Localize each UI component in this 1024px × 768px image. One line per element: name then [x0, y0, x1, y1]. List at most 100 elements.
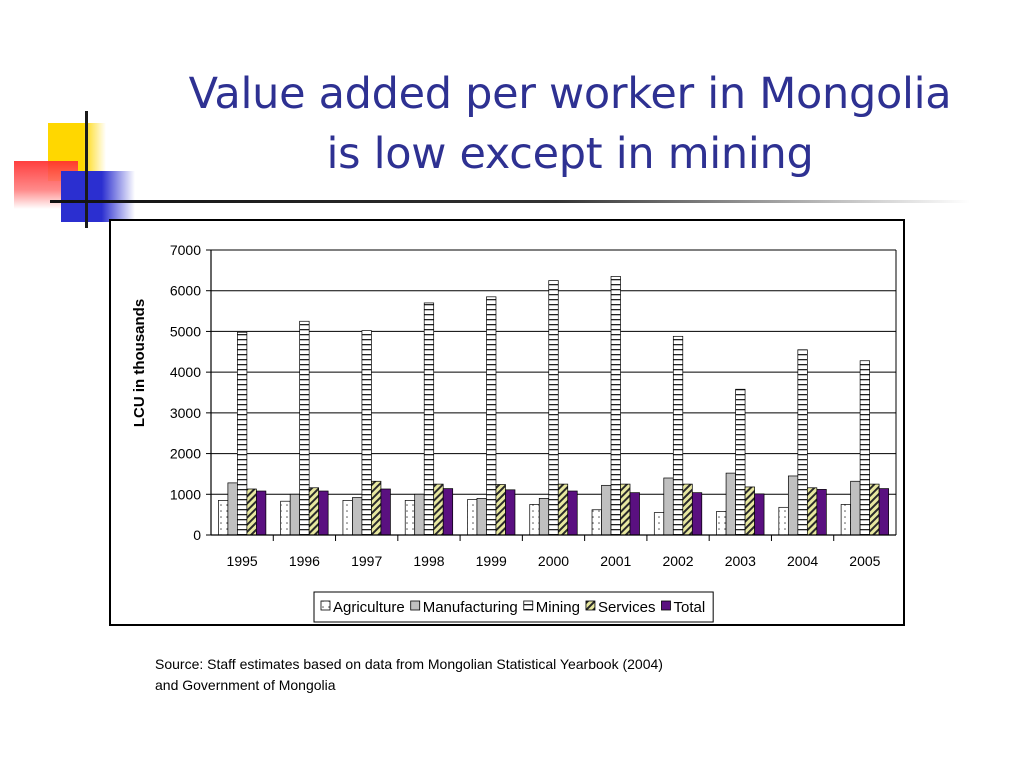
bar-agriculture-2002 [653, 512, 665, 536]
bar-mining-2003 [735, 388, 746, 536]
bar-services-1997 [371, 480, 382, 536]
legend-box [313, 591, 714, 623]
legend-label-services: Services [598, 599, 656, 616]
bar-manufacturing-1999 [476, 498, 487, 536]
bar-mining-2001 [610, 276, 621, 536]
legend-swatch-agriculture [320, 600, 331, 611]
bar-manufacturing-1996 [289, 493, 301, 536]
y-axis-title: LCU in thousands [131, 299, 148, 427]
bar-services-2000 [557, 483, 569, 536]
x-tick-label: 2004 [787, 553, 818, 569]
bar-mining-2005 [859, 360, 870, 536]
x-tick-label: 2003 [725, 553, 756, 569]
legend-swatch-mining [523, 600, 534, 611]
y-tick-label: 7000 [170, 242, 201, 258]
bar-manufacturing-2002 [663, 477, 674, 536]
bar-services-2003 [744, 486, 755, 536]
x-tick-label: 1998 [413, 553, 444, 569]
bar-mining-1996 [299, 320, 310, 536]
source-note-line1: Source: Staff estimates based on data fr… [155, 656, 663, 672]
bar-total-2001 [629, 492, 640, 536]
x-tick-label: 2000 [538, 553, 569, 569]
bar-manufacturing-1998 [414, 493, 425, 536]
bar-manufacturing-2000 [538, 498, 550, 536]
x-tick-labels: 1995 1996 1997 1998 1999 2000 2001 2002 2003 2004… [227, 553, 881, 569]
y-tick-label: 4000 [170, 364, 201, 380]
decor-blue-square [61, 171, 135, 222]
bar-agriculture-1997 [342, 500, 353, 536]
bar-mining-1995 [237, 331, 248, 536]
bar-mining-1999 [486, 296, 497, 536]
bar-services-2005 [869, 483, 880, 536]
bar-total-2002 [691, 492, 703, 536]
bar-services-2001 [620, 483, 631, 536]
bar-services-2002 [682, 483, 693, 536]
bar-total-2005 [878, 488, 889, 536]
y-tick-label: 2000 [170, 446, 201, 462]
bar-mining-2002 [672, 335, 684, 536]
bar-manufacturing-2005 [850, 480, 861, 536]
y-tick-label: 5000 [170, 323, 201, 339]
bar-agriculture-2004 [778, 506, 789, 536]
bar-manufacturing-2001 [601, 484, 612, 536]
decor-horizontal-line [50, 200, 970, 203]
bar-mining-1998 [423, 302, 435, 536]
bar-agriculture-1999 [467, 499, 478, 536]
x-tick-label: 1999 [476, 553, 507, 569]
x-tick-label: 2002 [662, 553, 693, 569]
bar-total-1998 [442, 488, 454, 536]
bar-services-1996 [308, 487, 320, 536]
bar-total-2000 [567, 490, 578, 536]
legend-swatch-manufacturing [410, 600, 421, 611]
bar-total-1997 [380, 488, 391, 536]
bar-agriculture-2000 [529, 504, 540, 536]
bars [218, 276, 889, 536]
bar-services-1998 [433, 483, 444, 536]
bar-total-1995 [256, 490, 267, 536]
decor-vertical-line [85, 111, 88, 228]
bar-services-2004 [806, 487, 818, 536]
source-note-line2: and Government of Mongolia [155, 677, 336, 693]
chart-frame: 0 1000 2000 3000 4000 5000 6000 7000 1995 1996 19… [109, 219, 905, 626]
x-tick-label: 2005 [849, 553, 880, 569]
bar-mining-2000 [548, 280, 559, 536]
bar-mining-1997 [361, 330, 372, 536]
bar-agriculture-2005 [840, 504, 851, 536]
y-tick-label: 6000 [170, 283, 201, 299]
y-tick-labels: 0 1000 2000 3000 4000 5000 6000 7000 [170, 242, 201, 543]
bar-agriculture-2001 [591, 509, 602, 536]
legend-swatch-total [661, 600, 671, 611]
bar-manufacturing-2003 [725, 472, 736, 536]
bar-total-1996 [318, 490, 329, 536]
axes [210, 250, 897, 541]
y-tick-label: 1000 [170, 486, 201, 502]
bar-agriculture-1998 [404, 500, 416, 536]
y-tick-label: 3000 [170, 405, 201, 421]
x-tick-label: 1997 [351, 553, 382, 569]
slide-title-line1: Value added per worker in Mongolia [188, 69, 952, 119]
legend-label-total: Total [673, 599, 705, 616]
chart-legend: Agriculture Manufacturing Mining Services To… [313, 591, 714, 623]
slide-title: Value added per worker in Mongolia is lo… [140, 64, 1000, 184]
bar-services-1999 [495, 484, 506, 536]
bar-total-1999 [505, 489, 516, 536]
x-tick-label: 1995 [227, 553, 258, 569]
bar-agriculture-1996 [280, 500, 291, 536]
source-note: Source: Staff estimates based on data fr… [155, 654, 855, 696]
bar-services-1995 [246, 488, 257, 536]
legend-swatch-services [585, 600, 596, 611]
x-tick-label: 1996 [289, 553, 320, 569]
bar-agriculture-2003 [716, 511, 727, 536]
legend-label-manufacturing: Manufacturing [423, 599, 518, 616]
y-tick-label: 0 [193, 527, 201, 543]
bar-mining-2004 [797, 349, 808, 536]
bar-total-2004 [816, 489, 827, 536]
bar-manufacturing-1995 [227, 482, 238, 536]
bar-manufacturing-2004 [787, 475, 799, 536]
x-tick-label: 2001 [600, 553, 631, 569]
legend-label-agriculture: Agriculture [333, 599, 405, 616]
legend-label-mining: Mining [536, 599, 580, 616]
bar-manufacturing-1997 [352, 497, 363, 536]
bar-agriculture-1995 [218, 500, 229, 536]
